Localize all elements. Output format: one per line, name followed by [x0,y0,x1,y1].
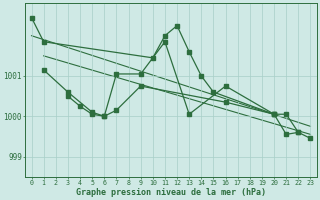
X-axis label: Graphe pression niveau de la mer (hPa): Graphe pression niveau de la mer (hPa) [76,188,266,197]
